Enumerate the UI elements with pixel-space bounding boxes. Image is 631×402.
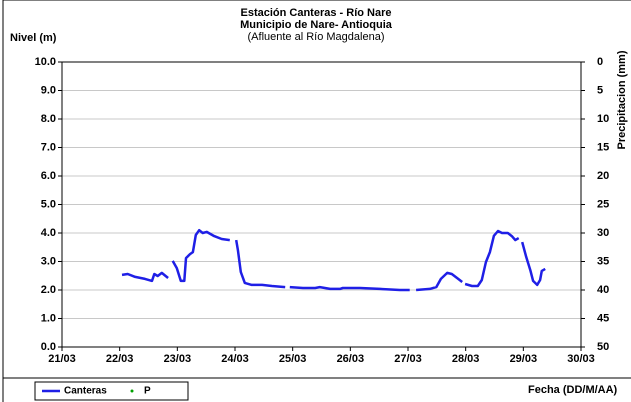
y-tick-label: 1.0 xyxy=(41,312,56,324)
x-tick-label: 29/03 xyxy=(510,353,538,365)
legend-label: Canteras xyxy=(64,386,107,397)
y2-tick-label: 5 xyxy=(597,84,603,96)
line-series xyxy=(121,228,546,292)
y2-tick-label: 35 xyxy=(597,255,609,267)
y-tick-label: 0.0 xyxy=(41,341,56,353)
x-tick-label: 30/03 xyxy=(567,353,595,365)
legend-swatch xyxy=(130,389,134,393)
y2-tick-label: 0 xyxy=(597,56,603,68)
y-tick-label: 4.0 xyxy=(41,227,56,239)
x-tick-label: 27/03 xyxy=(394,353,422,365)
y2-tick-label: 45 xyxy=(597,312,609,324)
x-tick-label: 24/03 xyxy=(221,353,249,365)
y-tick-label: 2.0 xyxy=(41,284,56,296)
y-tick-label: 3.0 xyxy=(41,255,56,267)
y-tick-label: 7.0 xyxy=(41,141,56,153)
y2-tick-label: 20 xyxy=(597,170,609,182)
legend-label: P xyxy=(144,386,151,397)
x-tick-label: 25/03 xyxy=(279,353,307,365)
y2-tick-label: 25 xyxy=(597,198,609,210)
x-tick-label: 26/03 xyxy=(337,353,365,365)
y2-tick-label: 50 xyxy=(597,341,609,353)
y-tick-label: 9.0 xyxy=(41,84,56,96)
x-tick-label: 22/03 xyxy=(106,353,134,365)
x-tick-label: 21/03 xyxy=(48,353,76,365)
y-tick-label: 10.0 xyxy=(35,56,56,68)
chart-title: Estación Canteras - Río Nare xyxy=(241,7,392,19)
y2-tick-label: 10 xyxy=(597,113,609,125)
y2-tick-label: 15 xyxy=(597,141,609,153)
y2-tick-label: 40 xyxy=(597,284,609,296)
plot-area xyxy=(61,61,582,348)
y-axis-label: Nivel (m) xyxy=(10,32,57,44)
y-tick-label: 5.0 xyxy=(41,198,56,210)
y-tick-label: 8.0 xyxy=(41,113,56,125)
chart-subtitle: (Afluente al Río Magdalena) xyxy=(248,31,385,43)
x-axis-label: Fecha (DD/M/AA) xyxy=(528,384,618,396)
x-tick-label: 28/03 xyxy=(452,353,480,365)
y-tick-label: 6.0 xyxy=(41,170,56,182)
y2-axis-label: Precipitacion (mm) xyxy=(616,50,628,149)
y2-tick-label: 30 xyxy=(597,227,609,239)
x-tick-label: 23/03 xyxy=(164,353,192,365)
chart-subtitle: Municipio de Nare- Antioquia xyxy=(240,19,393,31)
legend xyxy=(34,381,189,401)
